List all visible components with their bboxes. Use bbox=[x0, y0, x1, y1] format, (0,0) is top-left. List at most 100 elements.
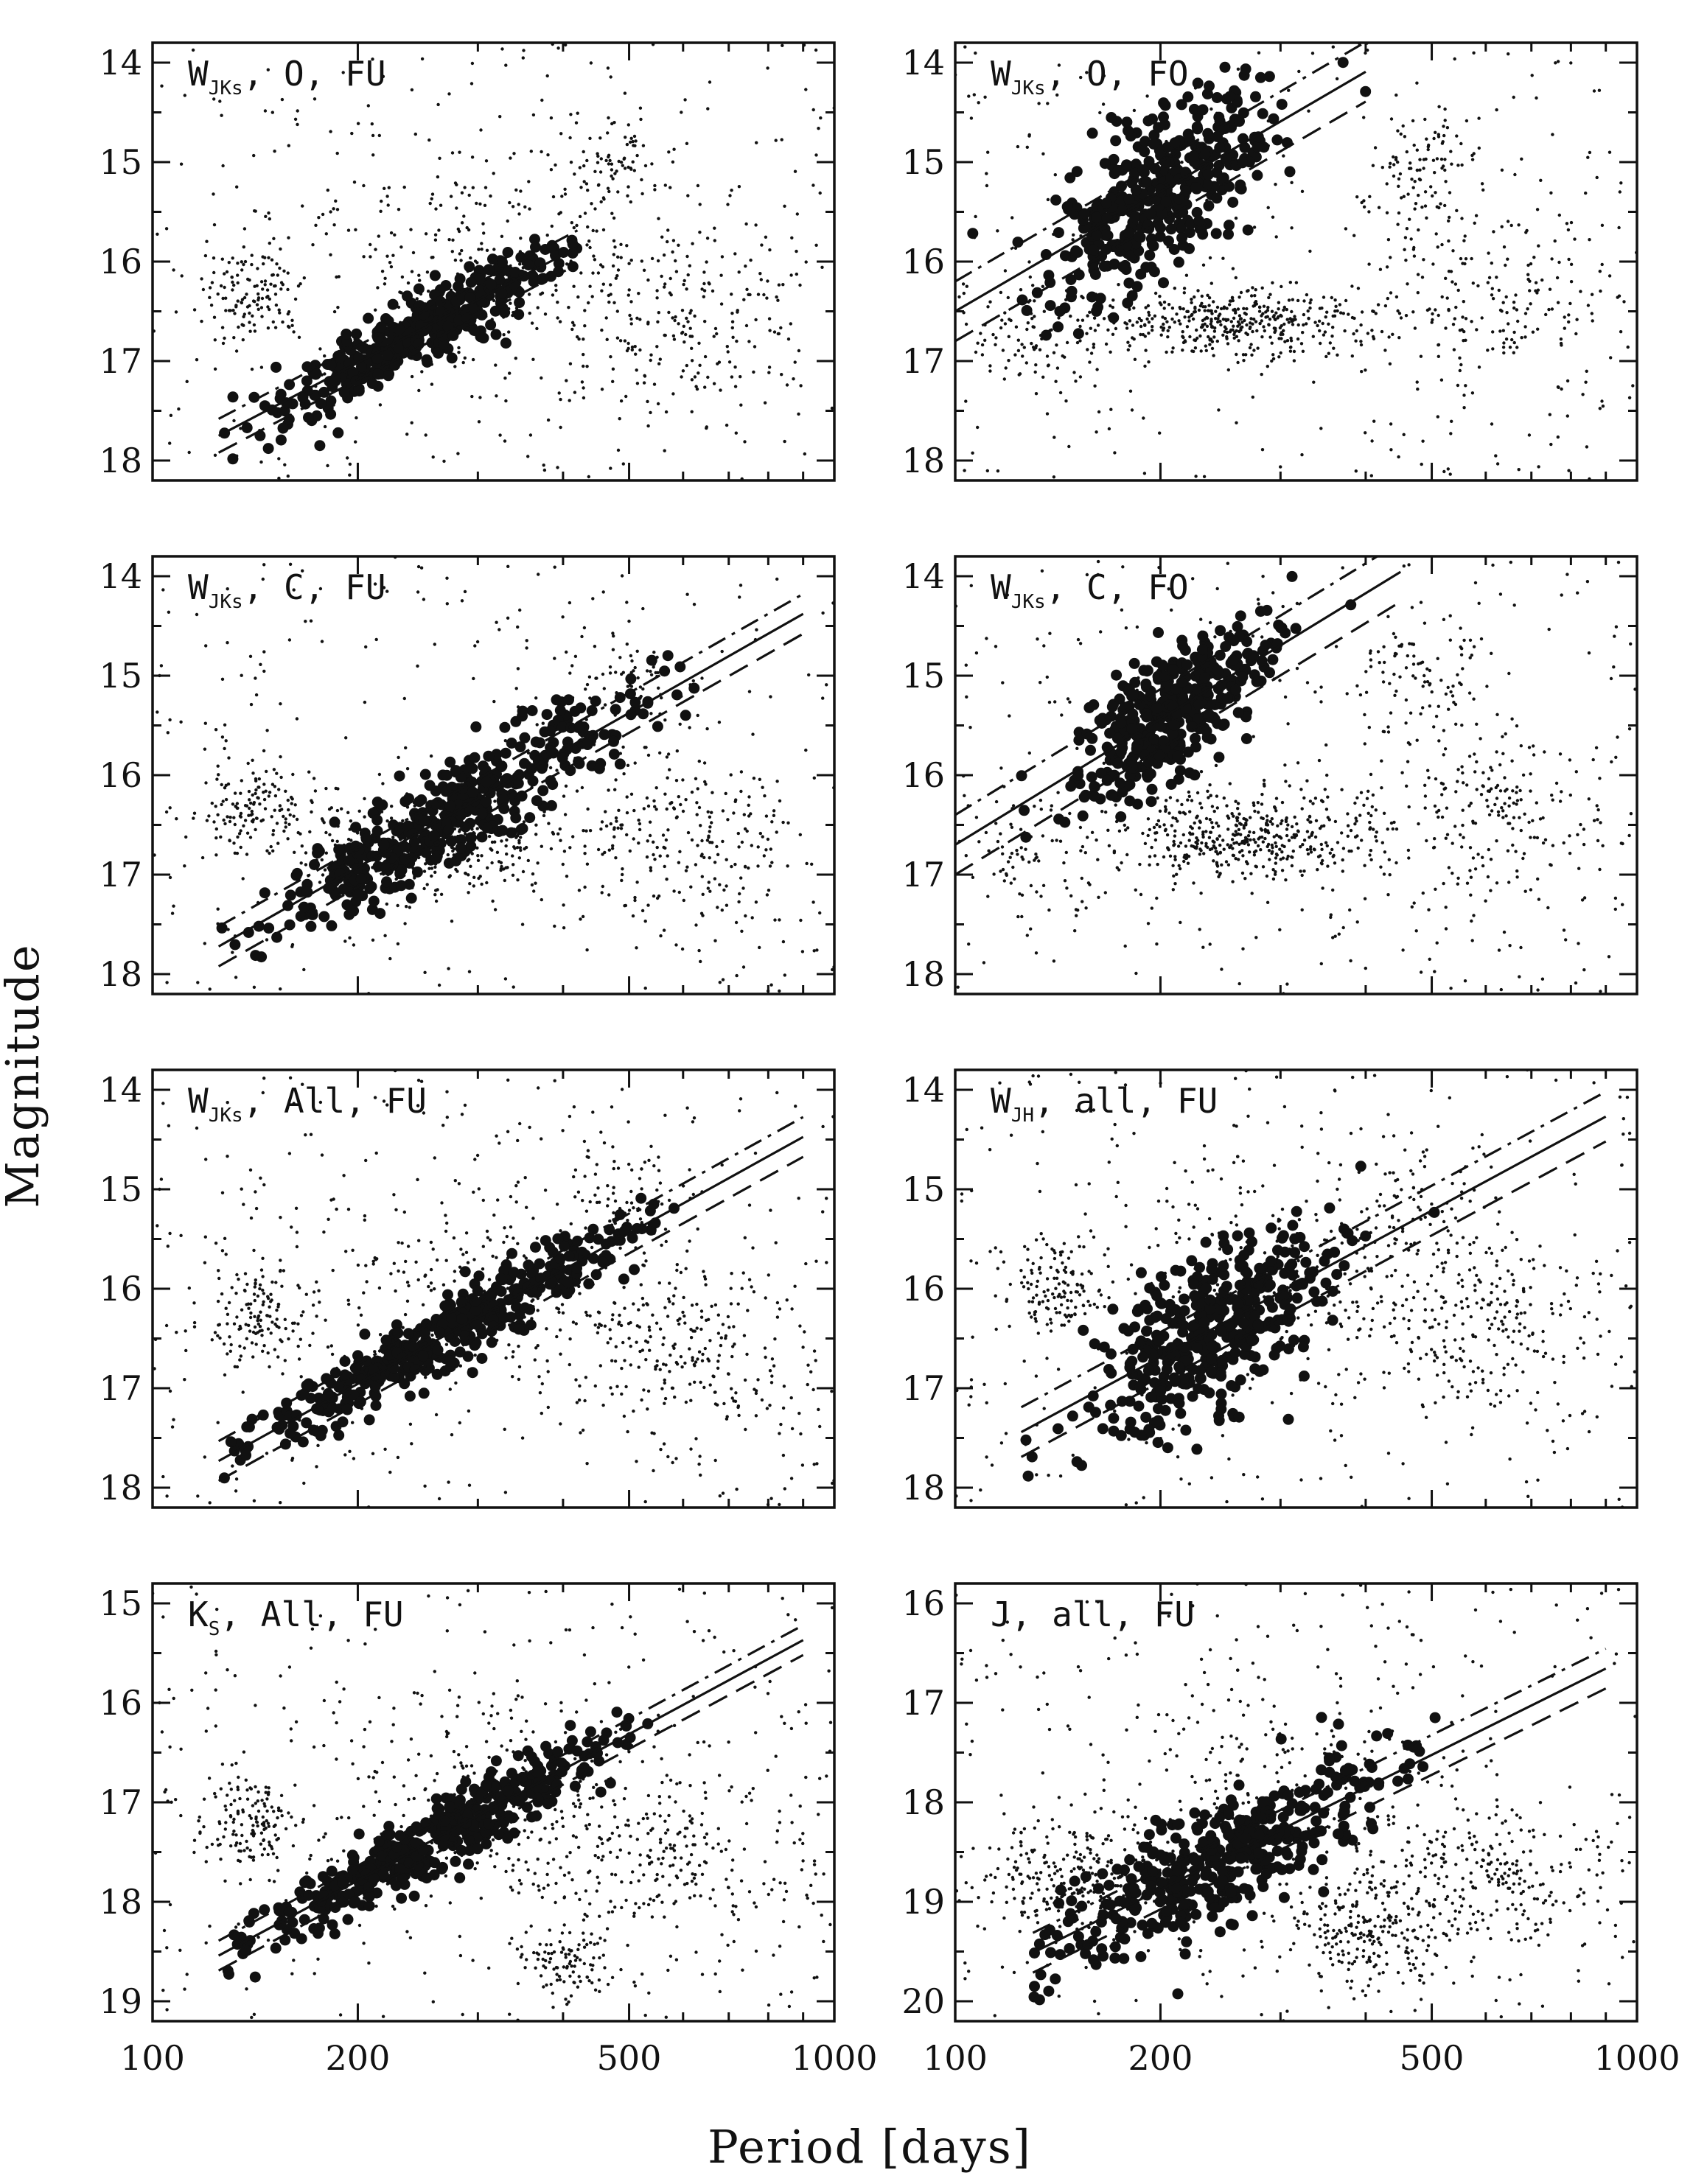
field-star bbox=[267, 211, 270, 215]
field-star bbox=[1359, 323, 1363, 327]
field-star bbox=[512, 152, 516, 155]
field-star bbox=[708, 856, 711, 860]
field-star bbox=[797, 412, 800, 416]
field-star bbox=[1359, 340, 1363, 343]
field-star bbox=[428, 201, 432, 206]
field-star bbox=[540, 376, 543, 380]
pl-member bbox=[1106, 112, 1117, 123]
field-star bbox=[999, 326, 1003, 330]
field-star bbox=[451, 238, 455, 242]
field-star bbox=[606, 66, 610, 70]
field-star bbox=[1443, 119, 1447, 122]
field-star bbox=[512, 845, 516, 849]
field-star bbox=[515, 846, 520, 850]
field-star bbox=[1362, 116, 1366, 119]
field-star bbox=[706, 107, 710, 111]
field-star bbox=[1207, 335, 1210, 339]
pl-member bbox=[1216, 27, 1227, 38]
field-star bbox=[1296, 337, 1300, 341]
field-star bbox=[1221, 256, 1225, 260]
field-star bbox=[1326, 816, 1330, 819]
pl-member bbox=[1121, 159, 1132, 171]
field-star bbox=[263, 109, 268, 113]
field-star bbox=[366, 104, 370, 108]
pl-member bbox=[1078, 208, 1090, 220]
field-star bbox=[559, 211, 562, 214]
field-star bbox=[248, 836, 253, 839]
pl-member bbox=[1268, 113, 1280, 125]
field-star bbox=[516, 625, 520, 629]
field-star bbox=[635, 382, 640, 385]
field-star bbox=[450, 151, 455, 155]
field-star bbox=[287, 822, 291, 827]
field-star bbox=[576, 335, 579, 339]
field-star bbox=[214, 836, 218, 840]
field-star bbox=[1541, 816, 1545, 820]
field-star bbox=[537, 573, 540, 576]
field-star bbox=[570, 664, 574, 668]
pl-member bbox=[380, 313, 391, 324]
field-star bbox=[1046, 364, 1050, 368]
field-star bbox=[1528, 289, 1532, 293]
field-star bbox=[1280, 800, 1285, 805]
field-star bbox=[413, 132, 417, 136]
pl-member bbox=[1122, 297, 1134, 309]
field-star bbox=[664, 838, 669, 842]
field-star bbox=[1364, 368, 1367, 372]
field-star bbox=[669, 293, 673, 297]
field-star bbox=[1291, 323, 1295, 326]
field-star bbox=[1209, 319, 1213, 323]
field-star bbox=[1182, 287, 1187, 290]
field-star bbox=[1339, 311, 1343, 315]
field-star bbox=[277, 308, 281, 312]
field-star bbox=[1305, 830, 1310, 833]
field-star bbox=[1248, 321, 1252, 325]
field-star bbox=[1308, 306, 1312, 310]
field-star bbox=[470, 61, 475, 66]
field-star bbox=[1299, 342, 1304, 346]
field-star bbox=[1143, 323, 1147, 327]
field-star bbox=[1199, 892, 1203, 895]
field-star bbox=[1421, 439, 1425, 443]
pl-member bbox=[556, 752, 568, 764]
field-star bbox=[665, 807, 669, 811]
field-star bbox=[1280, 819, 1284, 823]
field-star bbox=[525, 646, 528, 650]
field-star bbox=[534, 823, 538, 827]
pl-member bbox=[478, 332, 489, 344]
field-star bbox=[1231, 847, 1235, 850]
field-star bbox=[1028, 275, 1033, 279]
field-star bbox=[1356, 287, 1361, 290]
field-star bbox=[373, 582, 377, 586]
pl-fit-lines bbox=[217, 592, 804, 967]
field-star bbox=[502, 333, 506, 337]
field-star bbox=[618, 656, 622, 659]
field-star bbox=[1239, 290, 1243, 295]
field-star bbox=[1296, 829, 1300, 833]
field-star bbox=[1135, 321, 1139, 324]
field-star bbox=[292, 588, 296, 592]
field-star bbox=[486, 866, 489, 870]
field-star bbox=[1333, 819, 1338, 824]
field-star bbox=[1215, 870, 1219, 874]
field-star bbox=[1209, 309, 1213, 313]
field-star bbox=[1222, 847, 1226, 851]
pl-member bbox=[531, 795, 542, 807]
field-star bbox=[1387, 335, 1391, 339]
field-star bbox=[1192, 310, 1196, 314]
field-star bbox=[1442, 753, 1445, 757]
field-star bbox=[666, 228, 670, 232]
field-star bbox=[489, 194, 492, 198]
field-star bbox=[1622, 300, 1626, 304]
field-star bbox=[1249, 317, 1253, 321]
field-star bbox=[690, 410, 694, 413]
field-star bbox=[743, 864, 747, 869]
field-star bbox=[452, 847, 456, 851]
field-star bbox=[703, 780, 707, 784]
field-star bbox=[156, 232, 159, 236]
field-star bbox=[1215, 821, 1218, 825]
pl-member bbox=[638, 708, 649, 720]
field-star bbox=[618, 417, 621, 421]
field-star bbox=[1523, 312, 1528, 315]
field-star bbox=[214, 805, 217, 808]
